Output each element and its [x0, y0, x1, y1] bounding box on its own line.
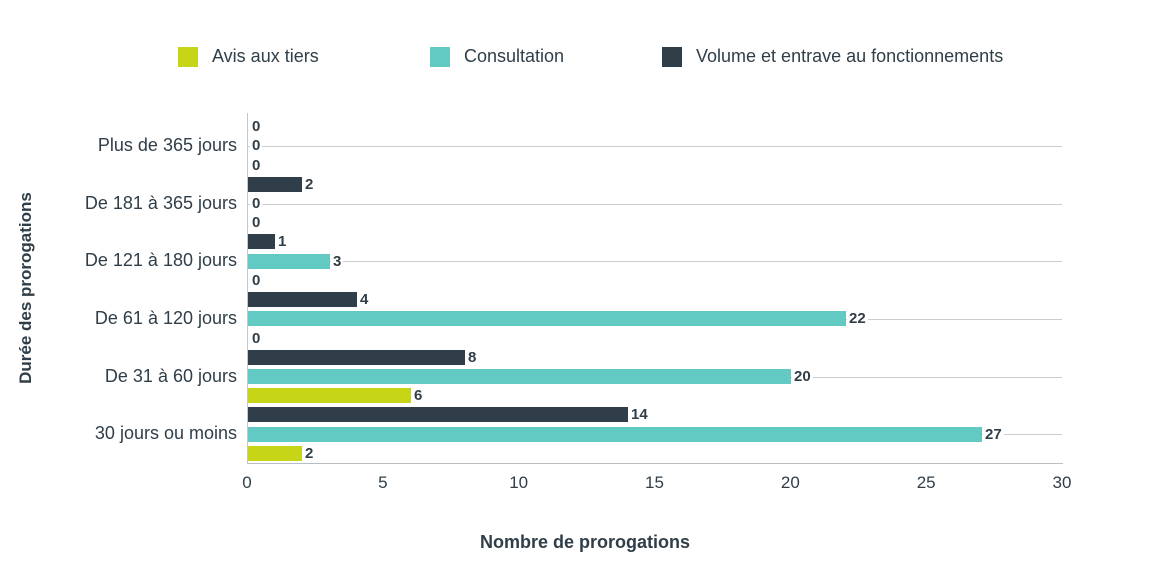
legend-label: Consultation — [464, 46, 565, 66]
legend-swatch-volume-et-entrave — [662, 46, 682, 67]
bar — [248, 426, 982, 442]
bar-value-label: 27 — [983, 424, 1004, 444]
bar — [248, 176, 302, 192]
legend-label: Avis aux tiers — [212, 46, 319, 66]
bar — [248, 292, 357, 308]
bar-value-label: 4 — [358, 290, 371, 310]
legend-label: Volume et entrave au fonctionnements — [696, 46, 1004, 66]
bar-value-label: 0 — [250, 328, 263, 348]
y-axis-title: Durée des prorogations — [16, 192, 35, 384]
bar-value-label: 8 — [466, 347, 479, 367]
category-label: De 61 à 120 jours — [94, 307, 237, 328]
bar-value-label: 0 — [250, 270, 263, 290]
bar-value-label: 1 — [276, 232, 289, 252]
bar-value-label: 0 — [250, 213, 263, 233]
bar — [248, 369, 791, 384]
bar-value-label: 3 — [331, 251, 344, 271]
bar-value-label: 22 — [847, 309, 868, 329]
x-tick-label: 20 — [780, 473, 800, 492]
bar — [248, 388, 411, 404]
legend-swatch-consultation — [430, 46, 450, 67]
bar — [248, 234, 275, 250]
bar-value-label: 0 — [250, 155, 263, 175]
y-axis-line — [247, 113, 248, 463]
x-axis-title: Nombre de prorogations — [479, 532, 690, 552]
category-label: De 31 à 60 jours — [104, 365, 237, 386]
category-label: Plus de 365 jours — [97, 134, 237, 155]
legend-item-volume-et-entrave: Volume et entrave au fonctionnements — [662, 46, 1003, 67]
x-tick-label: 15 — [645, 473, 664, 492]
x-tick-label: 5 — [378, 473, 388, 492]
gridline — [247, 145, 1062, 147]
bar-value-label: 20 — [792, 367, 813, 386]
category-label: 30 jours ou moins — [94, 423, 237, 444]
x-tick-label: 30 — [1052, 473, 1072, 492]
bar — [248, 445, 302, 461]
bar-value-label: 14 — [629, 405, 650, 425]
bar-value-label: 0 — [250, 117, 263, 137]
category-label: De 121 à 180 jours — [84, 250, 237, 271]
gridline — [247, 261, 1062, 263]
bar — [248, 311, 846, 327]
x-tick-label: 0 — [242, 473, 252, 492]
bar — [248, 407, 628, 423]
bar-value-label: 0 — [250, 136, 263, 156]
bar — [248, 349, 465, 365]
category-label: De 181 à 365 jours — [84, 192, 237, 213]
x-tick-label: 25 — [916, 473, 936, 492]
bar — [248, 253, 330, 269]
bar-value-label: 0 — [250, 194, 263, 213]
legend-item-consultation: Consultation — [430, 46, 564, 67]
bar-value-label: 2 — [303, 443, 316, 463]
bar-value-label: 6 — [412, 386, 425, 406]
legend-item-avis-aux-tiers: Avis aux tiers — [178, 46, 319, 67]
bar-value-label: 2 — [303, 174, 316, 194]
legend-swatch-avis-aux-tiers — [178, 46, 198, 67]
x-tick-label: 10 — [509, 473, 529, 492]
x-axis-line — [247, 463, 1063, 464]
gridline — [247, 203, 1062, 205]
